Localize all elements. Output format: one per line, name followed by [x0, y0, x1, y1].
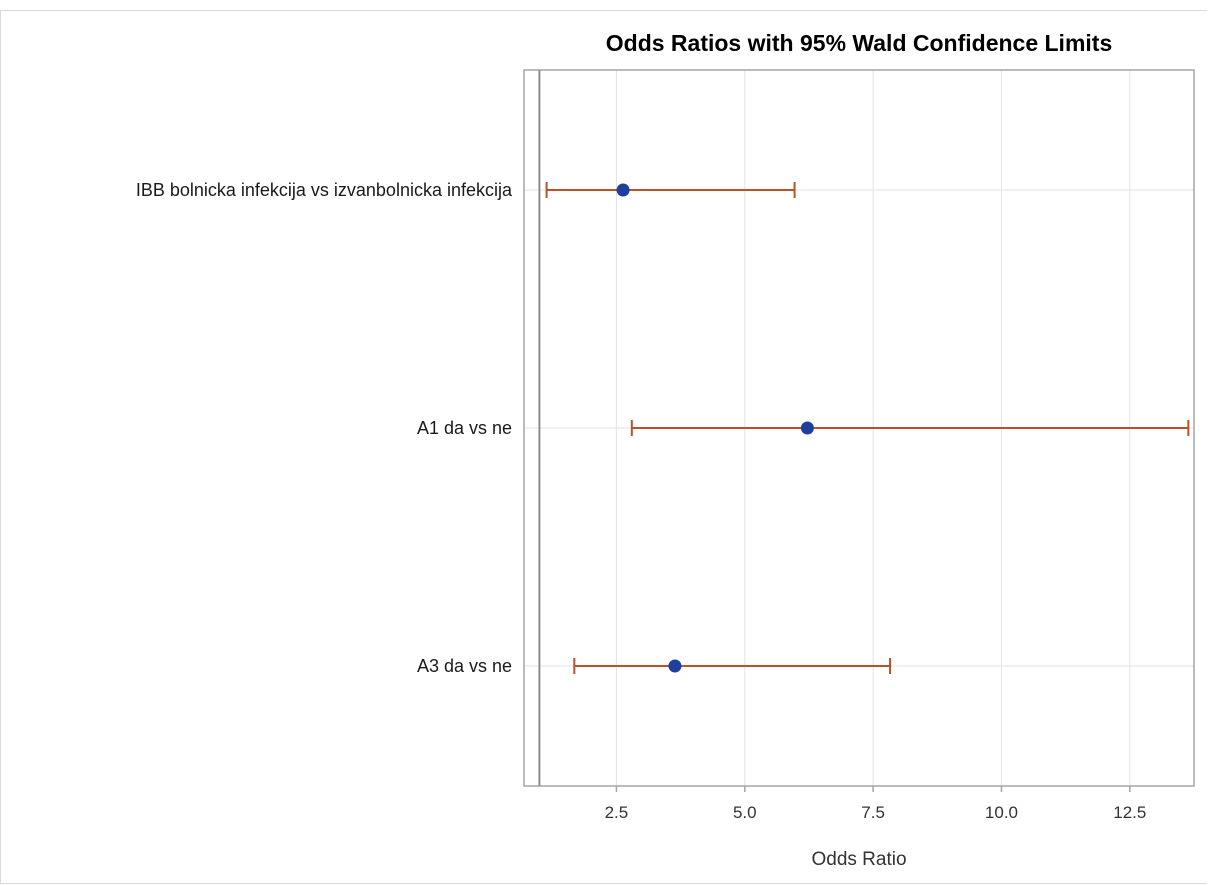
x-axis-label: Odds Ratio — [811, 849, 906, 870]
odds-ratio-point — [616, 183, 630, 197]
plot-border — [523, 69, 1195, 787]
x-tick-label: 5.0 — [733, 803, 757, 822]
chart-title: Odds Ratios with 95% Wald Confidence Lim… — [605, 30, 1113, 56]
odds-ratio-point — [668, 659, 682, 673]
category-label: IBB bolnicka infekcija vs izvanbolnicka … — [136, 180, 513, 200]
x-tick-labels: 2.5 5.0 7.5 10.0 12.5 — [605, 803, 1147, 822]
x-tick-label: 7.5 — [861, 803, 885, 822]
x-tick-label: 2.5 — [605, 803, 629, 822]
x-tick-label: 10.0 — [985, 803, 1018, 822]
plot-axes — [523, 69, 1195, 792]
category-labels: IBB bolnicka infekcija vs izvanbolnicka … — [136, 180, 513, 676]
confidence-intervals — [545, 182, 1190, 674]
estimate-points — [616, 183, 814, 673]
odds-ratio-point — [800, 421, 814, 435]
category-label: A3 da vs ne — [417, 656, 512, 676]
category-label: A1 da vs ne — [417, 418, 512, 438]
chart-frame — [0, 10, 1207, 884]
x-tick-label: 12.5 — [1113, 803, 1146, 822]
